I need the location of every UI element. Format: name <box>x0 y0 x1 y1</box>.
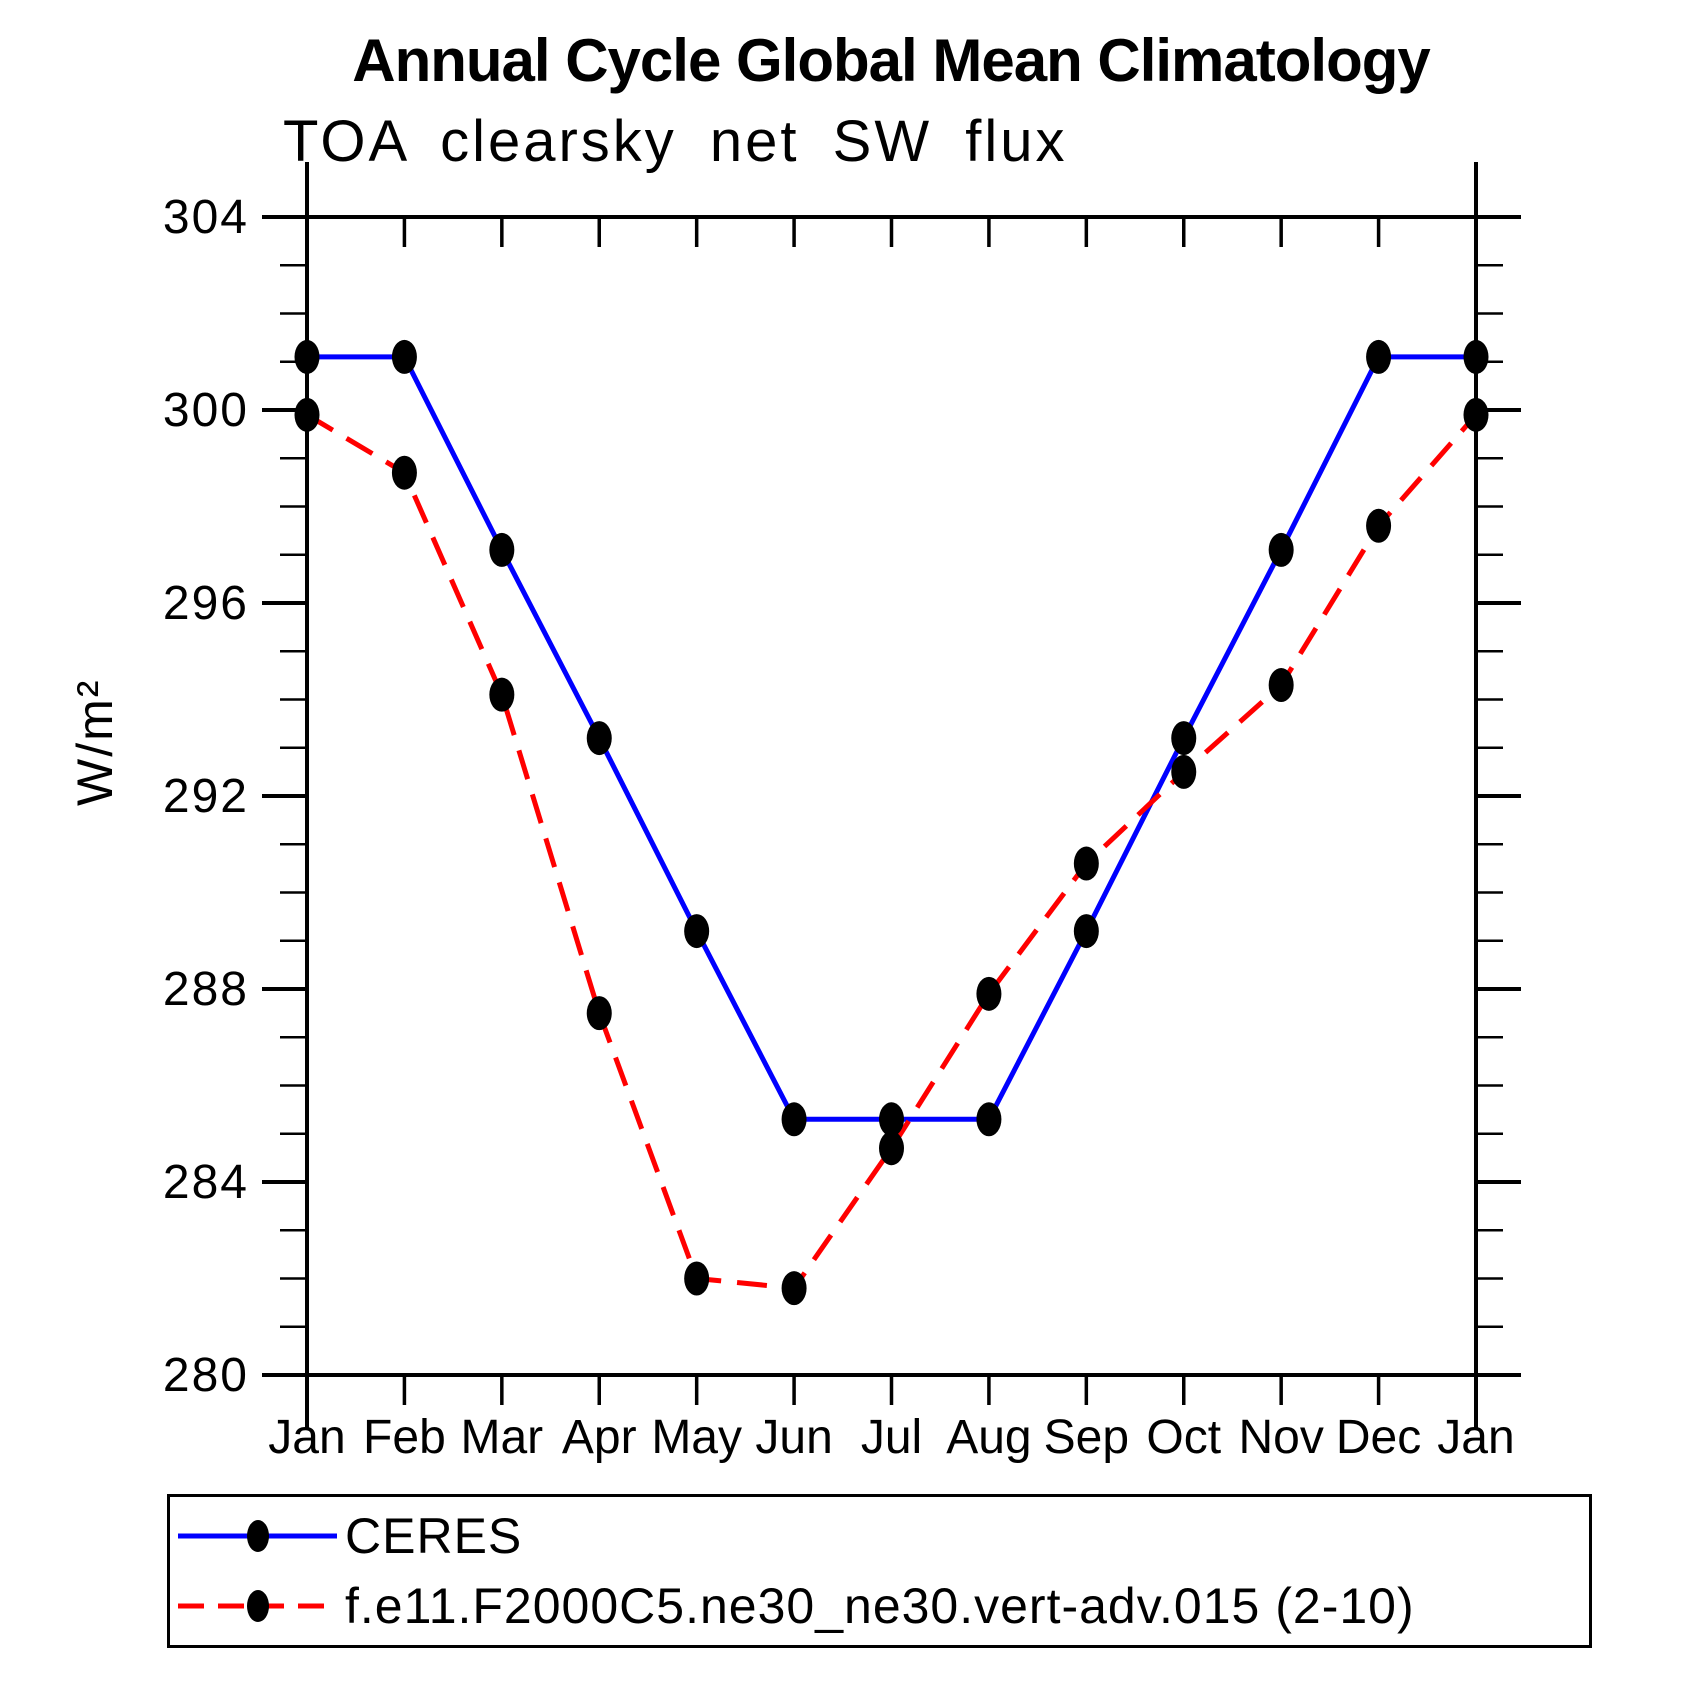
y-tick-label: 284 <box>163 1156 249 1209</box>
data-point-marker <box>781 1102 807 1137</box>
series-markers-0 <box>294 339 1489 1137</box>
data-point-marker <box>781 1271 807 1306</box>
legend-label-ceres: CERES <box>345 1508 523 1564</box>
data-point-marker <box>1463 397 1489 432</box>
data-point-marker <box>1366 339 1392 374</box>
data-point-marker <box>489 532 515 567</box>
data-point-marker <box>391 339 417 374</box>
x-tick-labels: Jan Feb Mar Apr May Jun Jul Aug Sep Oct Nov Dec Jan <box>268 1411 1514 1464</box>
legend-item-ceres: CERES <box>170 1505 1589 1567</box>
y-tick-label: 300 <box>163 384 249 437</box>
x-tick-label: Mar <box>460 1411 543 1464</box>
legend-marker-1 <box>247 1590 269 1622</box>
data-point-marker <box>294 339 320 374</box>
legend-marker-0 <box>247 1520 269 1552</box>
data-point-marker <box>391 455 417 490</box>
legend-label-model: f.e11.F2000C5.ne30_ne30.vert-adv.015 (2-… <box>345 1578 1415 1634</box>
y-tick-label: 288 <box>163 963 249 1016</box>
axes <box>262 162 1521 1430</box>
data-point-marker <box>294 397 320 432</box>
data-point-marker <box>1268 668 1294 703</box>
y-tick-label: 280 <box>163 1349 249 1402</box>
data-point-marker <box>684 914 710 949</box>
series-line-0 <box>307 354 1476 1122</box>
x-tick-label: Jan <box>268 1411 345 1464</box>
data-point-marker <box>1171 754 1197 789</box>
legend-box: CERES f.e11.F2000C5.ne30_ne30.vert-adv.0… <box>167 1494 1592 1648</box>
ceres-line-sample-icon <box>178 1520 337 1552</box>
x-tick-label: Oct <box>1146 1411 1221 1464</box>
x-tick-label: Nov <box>1238 1411 1323 1464</box>
data-point-marker <box>976 976 1002 1011</box>
x-tick-label: May <box>651 1411 742 1464</box>
data-point-marker <box>489 677 515 712</box>
data-point-marker <box>1073 846 1099 881</box>
x-tick-label: Feb <box>363 1411 446 1464</box>
y-tick-label: 296 <box>163 577 249 630</box>
data-point-marker <box>879 1131 904 1166</box>
legend-item-model: f.e11.F2000C5.ne30_ne30.vert-adv.015 (2-… <box>170 1575 1589 1637</box>
x-tick-label: Jun <box>755 1411 832 1464</box>
data-point-marker <box>586 996 612 1031</box>
y-tick-label: 292 <box>163 770 249 823</box>
x-tick-label: Apr <box>562 1411 637 1464</box>
data-point-marker <box>1366 508 1392 543</box>
axis-frame <box>305 215 1478 1377</box>
series-markers-1 <box>294 397 1489 1306</box>
chart-subtitle: TOA clearsky net SW flux <box>283 109 1068 174</box>
data-point-marker <box>1268 532 1294 567</box>
y-tick-labels: 280 284 288 292 296 300 304 <box>163 191 249 1402</box>
data-point-marker <box>684 1261 710 1296</box>
data-point-marker <box>1463 339 1489 374</box>
chart-title: Annual Cycle Global Mean Climatology <box>352 27 1431 94</box>
data-point-marker <box>976 1102 1002 1137</box>
x-tick-label: Sep <box>1044 1411 1129 1464</box>
data-point-marker <box>1073 914 1099 949</box>
data-point-marker <box>879 1102 904 1137</box>
model-line-sample-icon <box>178 1590 337 1622</box>
data-point-marker <box>1171 721 1197 756</box>
y-tick-label: 304 <box>163 191 249 244</box>
x-tick-label: Jul <box>861 1411 922 1464</box>
x-tick-label: Jan <box>1437 1411 1514 1464</box>
x-tick-label: Aug <box>946 1411 1031 1464</box>
x-tick-label: Dec <box>1336 1411 1421 1464</box>
data-point-marker <box>586 721 612 756</box>
